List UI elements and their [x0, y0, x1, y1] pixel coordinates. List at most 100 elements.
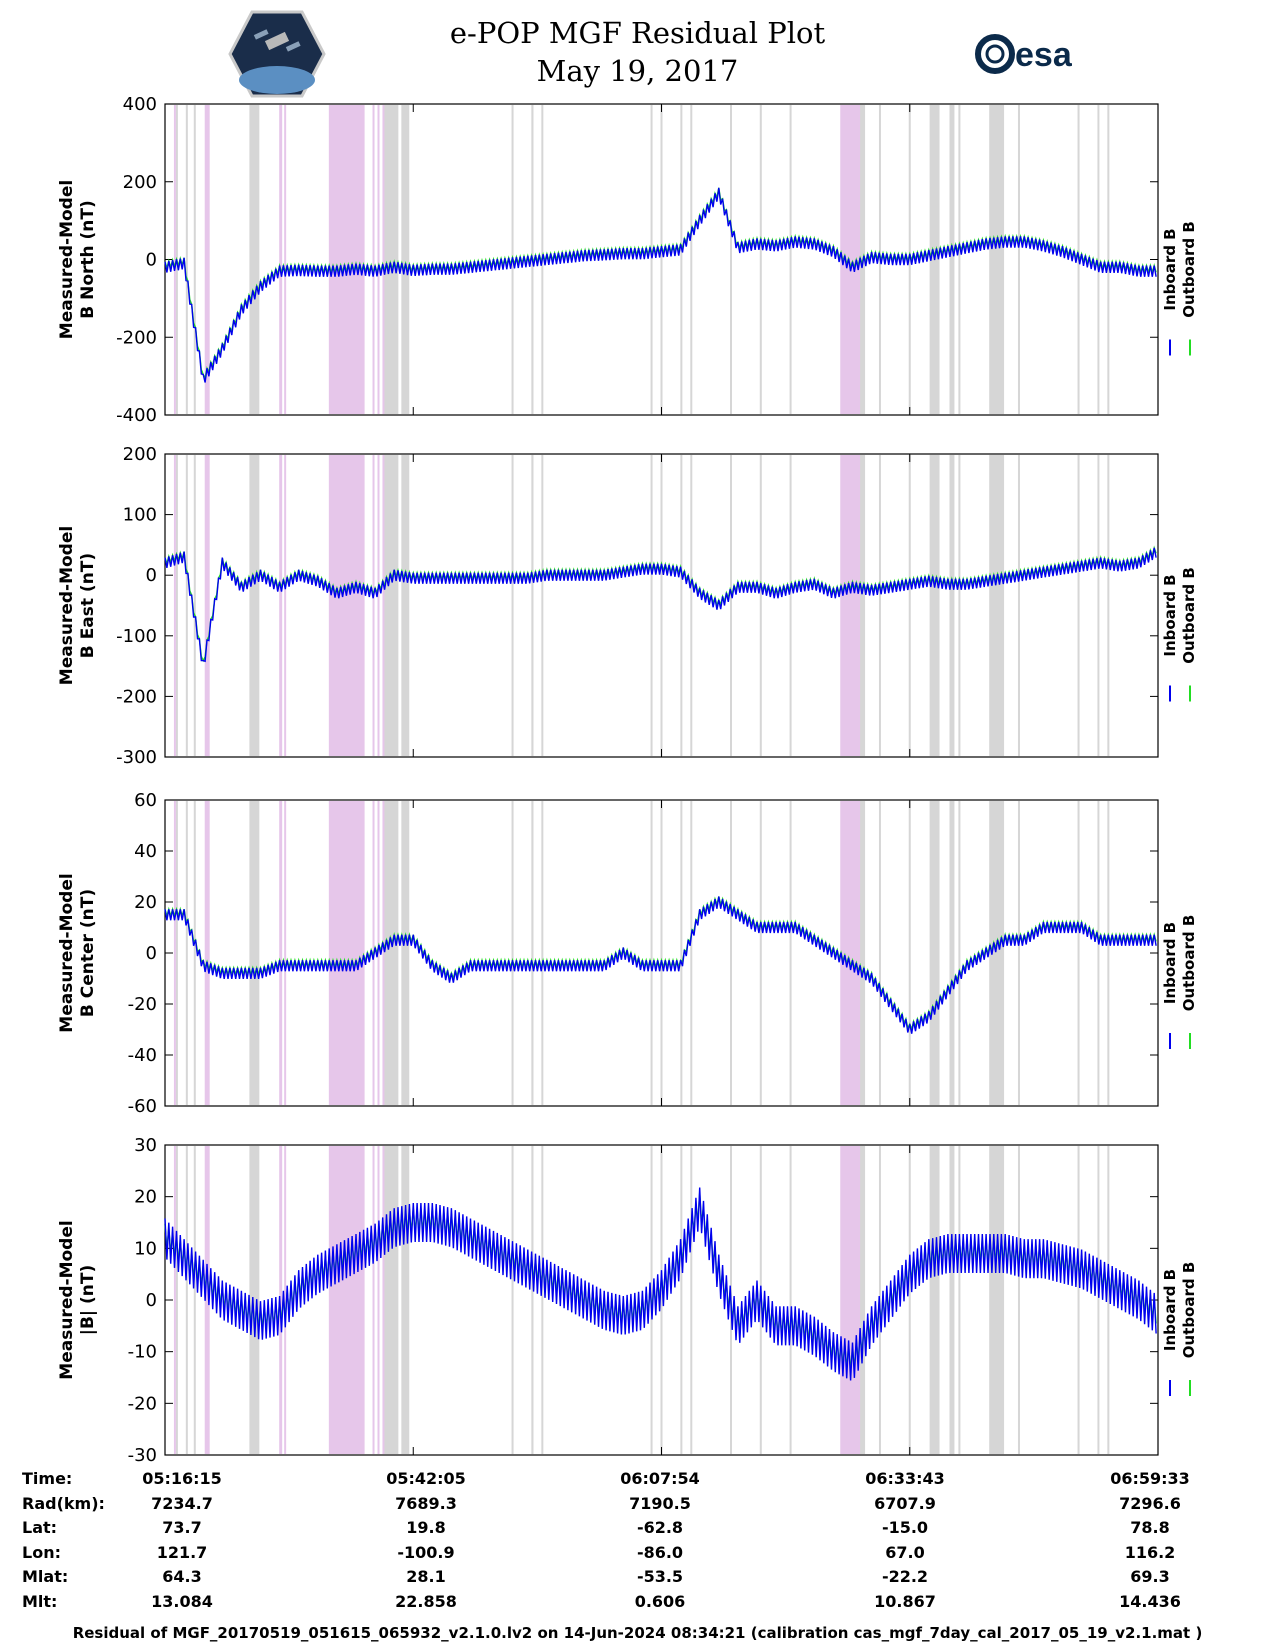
- ephemeris-value: 13.084: [151, 1591, 213, 1611]
- legend-labels: Inboard BOutboard B: [1161, 915, 1198, 1012]
- esa-logo-text: esa: [1015, 36, 1073, 74]
- gray-band: [929, 801, 940, 1105]
- gray-band: [401, 105, 409, 414]
- pink-band: [328, 801, 364, 1105]
- y-axis-label: Measured-ModelB North (nT): [57, 180, 98, 339]
- gray-band: [401, 1146, 409, 1454]
- pink-band: [279, 801, 283, 1105]
- ephemeris-value: 06:07:54: [620, 1469, 700, 1488]
- esa-logo: esa: [975, 34, 1073, 74]
- y-tick-label: 200: [123, 172, 157, 193]
- y-axis-label-line: B Center (nT): [78, 889, 98, 1017]
- pink-band: [204, 801, 210, 1105]
- panel-1: 200 100 0 -100 -200 -300 Measured-ModelB East …: [57, 444, 1198, 768]
- legend-entry: Inboard B: [1161, 922, 1179, 1004]
- y-tick-label: 0: [146, 565, 157, 586]
- gray-band: [383, 455, 399, 756]
- gray-band: [989, 455, 1005, 756]
- ephemeris-value: -22.2: [881, 1567, 929, 1586]
- ephemeris-row-label: Rad(km):: [22, 1493, 105, 1513]
- y-axis-label: Measured-ModelB Center (nT): [57, 873, 98, 1032]
- pink-band: [204, 1146, 210, 1454]
- pink-band: [204, 455, 210, 756]
- y-axis-label-line: Measured-Model: [57, 873, 77, 1032]
- y-tick-label: -20: [128, 994, 157, 1015]
- legend-entry: Inboard B: [1161, 574, 1179, 656]
- ephemeris-value: 67.0: [885, 1542, 925, 1562]
- pink-band: [279, 105, 283, 414]
- panel-0: 400 200 0 -200 -400 Measured-ModelB North (nT…: [57, 94, 1198, 426]
- legend-entry: Inboard B: [1161, 1269, 1179, 1351]
- y-axis-label-line: B East (nT): [78, 553, 98, 658]
- legend-labels: Inboard BOutboard B: [1161, 221, 1198, 318]
- ephemeris-value: 69.3: [1130, 1567, 1170, 1586]
- y-tick-label: -300: [116, 747, 157, 768]
- pink-band: [279, 455, 283, 756]
- pink-band: [284, 1146, 287, 1454]
- pink-band: [284, 105, 287, 414]
- y-tick-label: 10: [134, 1238, 157, 1259]
- pink-band: [328, 455, 364, 756]
- y-axis-label-line: Measured-Model: [57, 180, 77, 339]
- legend-entry: Outboard B: [1180, 567, 1198, 664]
- ephemeris-value: 06:59:33: [1110, 1469, 1190, 1488]
- legend-labels: Inboard BOutboard B: [1161, 1262, 1198, 1359]
- y-axis-label-line: Measured-Model: [57, 1220, 77, 1379]
- ephemeris-value: 6707.9: [874, 1493, 936, 1513]
- ephemeris-value: -62.8: [636, 1518, 684, 1537]
- y-tick-label: 60: [134, 790, 157, 811]
- plot-title: e-POP MGF Residual Plot: [449, 16, 826, 50]
- gray-band: [383, 105, 399, 414]
- pink-band: [284, 455, 287, 756]
- y-tick-label: -400: [116, 405, 157, 426]
- pink-band: [279, 1146, 283, 1454]
- ephemeris-value: 116.2: [1124, 1542, 1176, 1562]
- pink-band: [284, 801, 287, 1105]
- pink-band: [204, 105, 210, 414]
- ephemeris-value: 06:33:43: [865, 1469, 945, 1488]
- y-tick-label: 30: [134, 1135, 157, 1156]
- y-tick-label: -20: [128, 1393, 157, 1414]
- y-tick-label: -30: [128, 1445, 157, 1466]
- footer-note: Residual of MGF_20170519_051615_065932_v…: [72, 1624, 1203, 1642]
- ephemeris-value: 7689.3: [395, 1493, 457, 1513]
- ephemeris-value: 0.606: [634, 1591, 686, 1611]
- ephemeris-value: 05:42:05: [386, 1469, 466, 1488]
- inboard-series-line: [164, 547, 1157, 663]
- legend-entry: Outboard B: [1180, 1262, 1198, 1359]
- gray-band: [949, 455, 955, 756]
- legend-labels: Inboard BOutboard B: [1161, 567, 1198, 664]
- ephemeris-value: -53.5: [636, 1567, 684, 1586]
- gray-band: [249, 801, 260, 1105]
- pink-band: [840, 105, 861, 414]
- gray-band: [249, 105, 260, 414]
- y-tick-label: 100: [123, 505, 157, 526]
- legend-entry: Outboard B: [1180, 915, 1198, 1012]
- ephemeris-value: 05:16:15: [142, 1469, 222, 1488]
- pink-band: [328, 105, 364, 414]
- title-block: e-POP MGF Residual Plot May 19, 2017: [0, 14, 1275, 90]
- ephemeris-value: 28.1: [406, 1567, 446, 1586]
- y-tick-label: 0: [146, 1290, 157, 1311]
- y-tick-label: -200: [116, 327, 157, 348]
- gray-band: [401, 801, 409, 1105]
- pink-band: [328, 1146, 364, 1454]
- gray-band: [949, 1146, 955, 1454]
- y-tick-label: -100: [116, 626, 157, 647]
- gray-band: [383, 1146, 399, 1454]
- y-tick-label: 0: [146, 250, 157, 271]
- ephemeris-value: 19.8: [406, 1518, 446, 1537]
- ephemeris-row-label: Lon:: [22, 1542, 61, 1562]
- y-tick-label: 20: [134, 892, 157, 913]
- gray-band: [989, 1146, 1005, 1454]
- ephemeris-value: 7296.6: [1119, 1493, 1181, 1513]
- legend-entry: Inboard B: [1161, 228, 1179, 310]
- gray-band: [989, 801, 1005, 1105]
- panel-2: 60 40 20 0 -20 -40 -60 Measured-ModelB Center (…: [57, 790, 1198, 1117]
- pink-band: [840, 455, 861, 756]
- y-tick-label: -40: [128, 1045, 157, 1066]
- ephemeris-value: 64.3: [162, 1567, 202, 1586]
- gray-band: [949, 801, 955, 1105]
- y-tick-label: 400: [123, 94, 157, 115]
